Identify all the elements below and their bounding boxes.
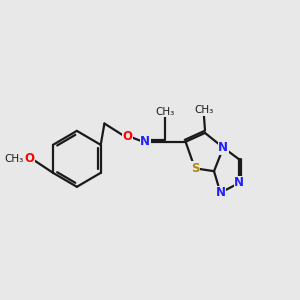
Text: S: S — [190, 162, 199, 175]
Text: CH₃: CH₃ — [156, 107, 175, 117]
Text: N: N — [234, 176, 244, 190]
Text: CH₃: CH₃ — [194, 105, 214, 115]
Text: O: O — [123, 130, 133, 143]
Text: N: N — [140, 135, 150, 148]
Text: N: N — [215, 186, 225, 199]
Text: N: N — [218, 141, 228, 154]
Text: CH₃: CH₃ — [4, 154, 23, 164]
Text: O: O — [24, 152, 34, 165]
